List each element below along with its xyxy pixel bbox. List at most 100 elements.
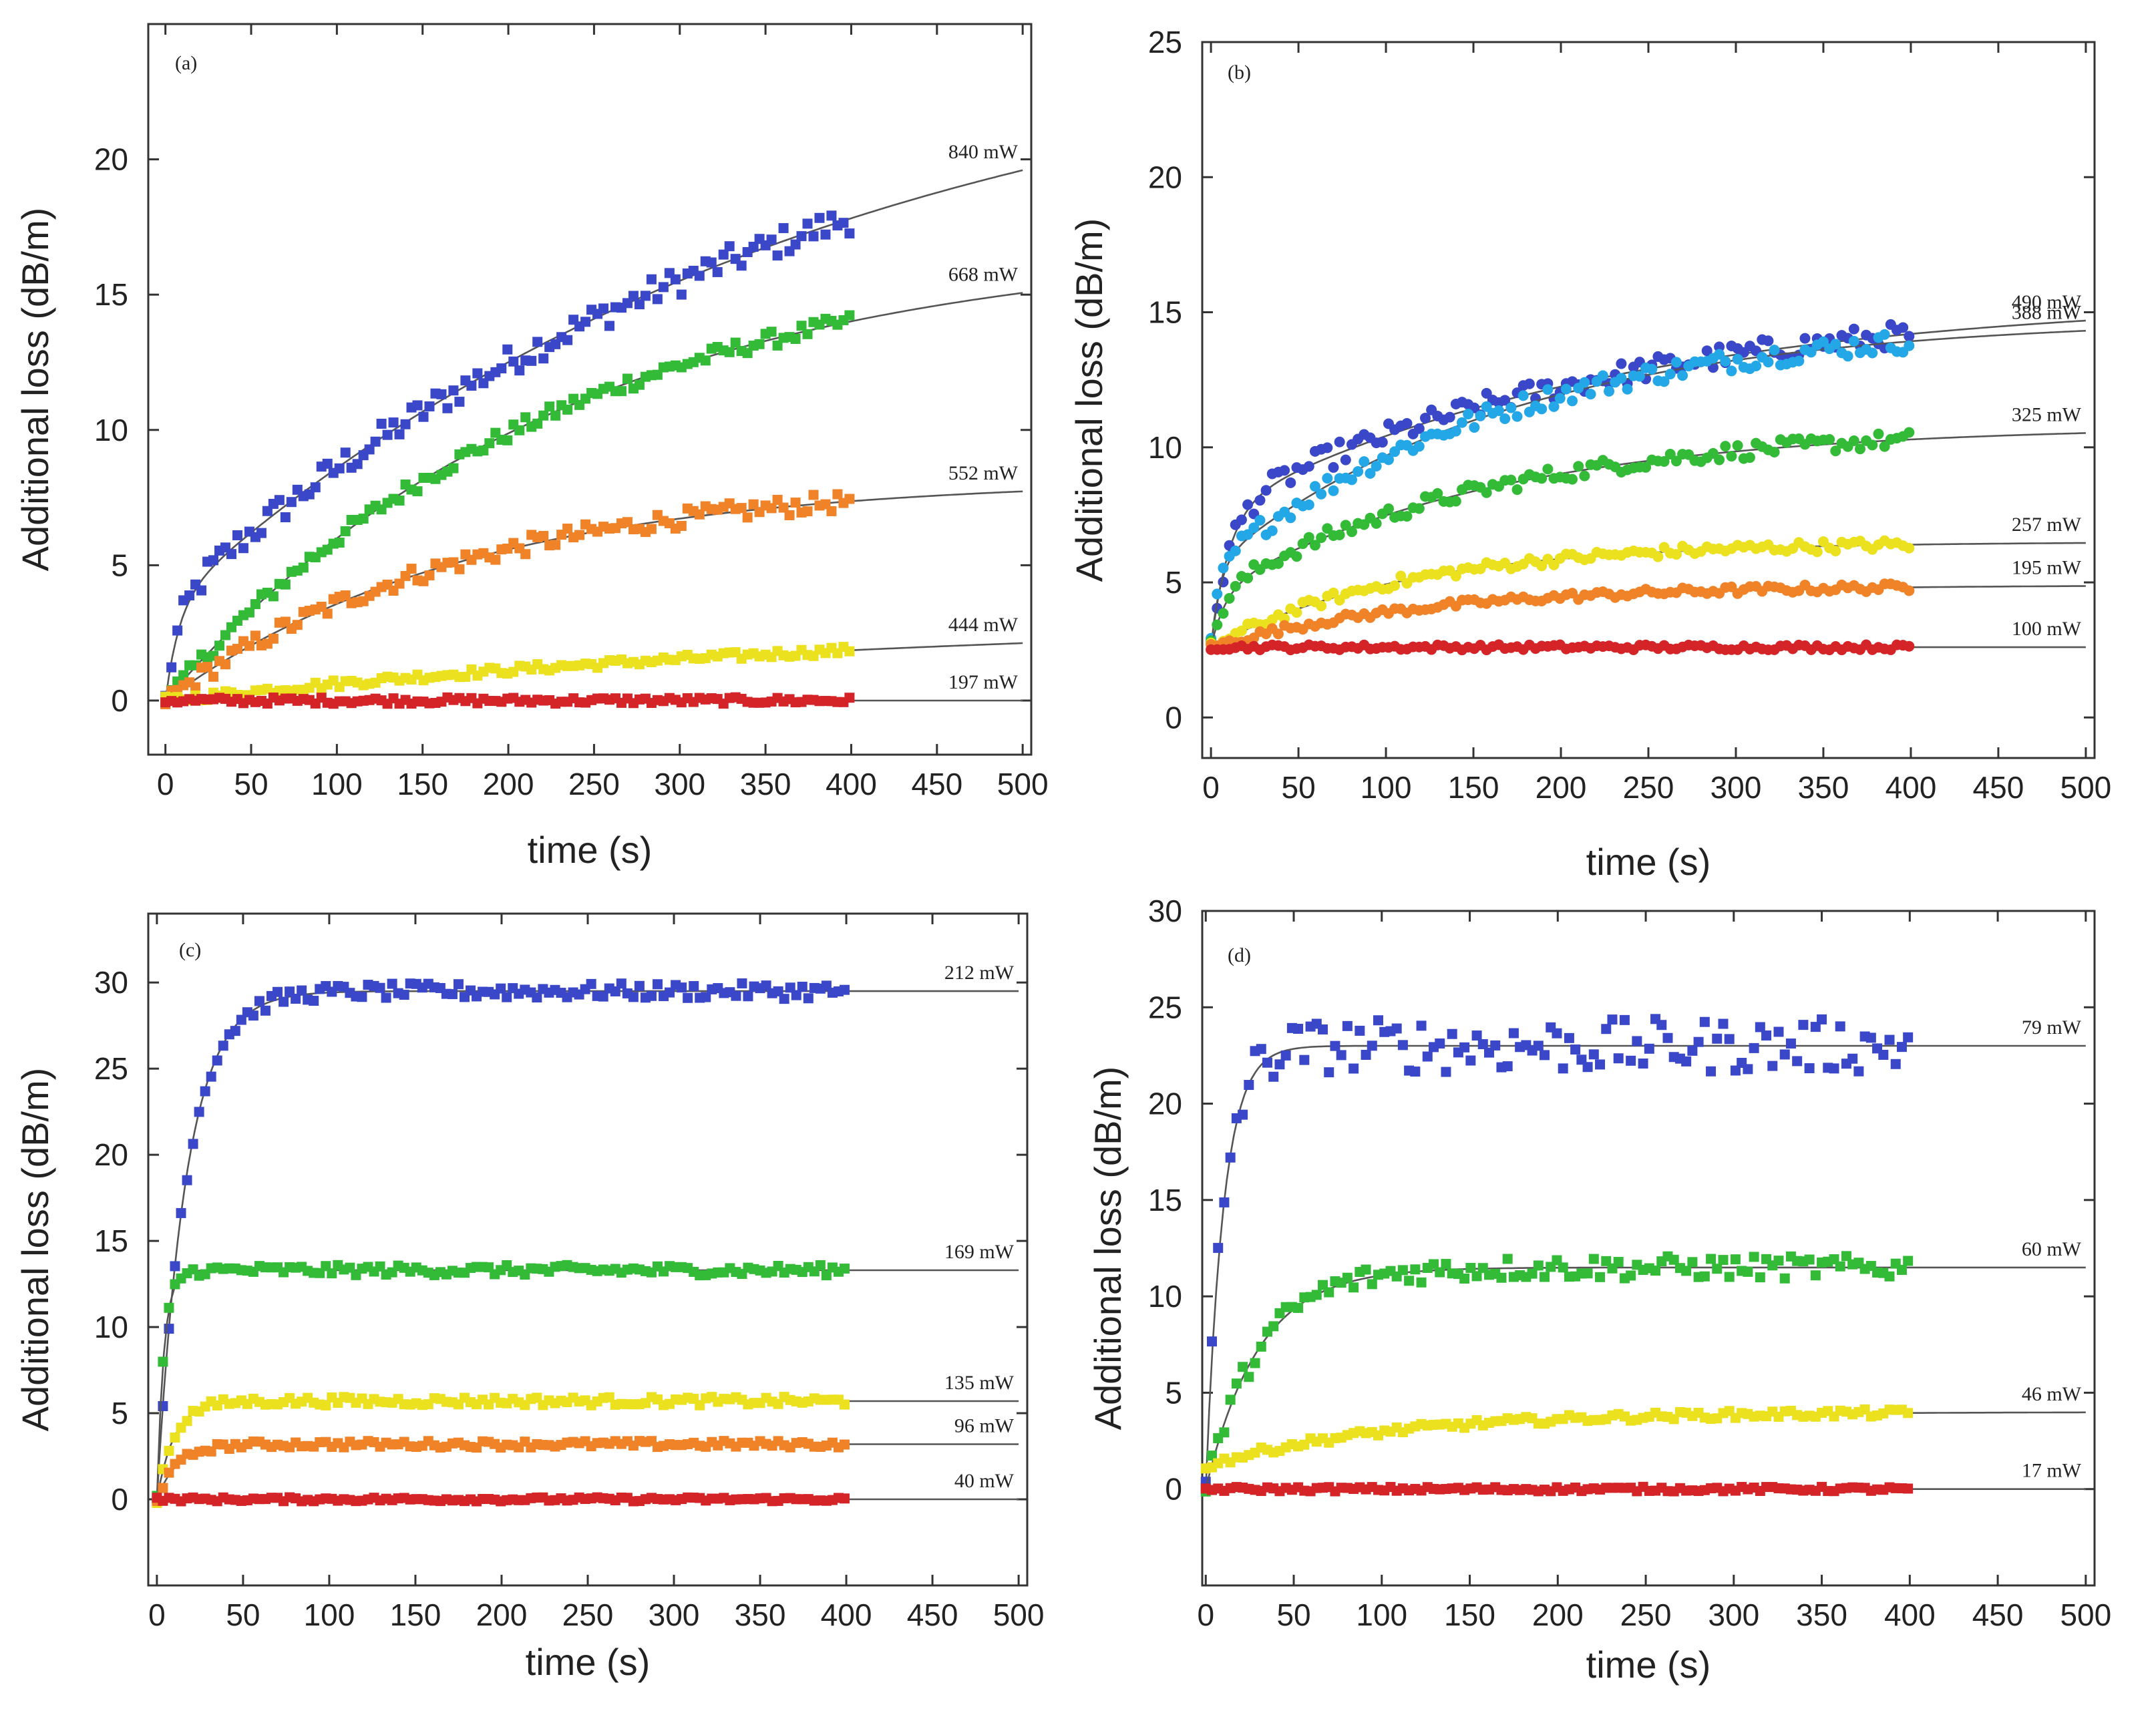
data-point (1401, 417, 1413, 429)
data-point (1622, 383, 1633, 395)
data-point (1422, 1051, 1433, 1062)
data-point (628, 992, 639, 1002)
x-tick-label: 200 (483, 767, 534, 801)
data-point (538, 353, 549, 364)
data-point (832, 489, 843, 500)
x-tick-label: 250 (1620, 1597, 1672, 1632)
data-point (652, 294, 663, 305)
data-point (1508, 1028, 1519, 1038)
data-point (802, 506, 813, 517)
data-point (616, 978, 626, 989)
data-point (1810, 1270, 1821, 1281)
data-point (1465, 1263, 1476, 1274)
data-point (520, 549, 531, 560)
data-point (778, 502, 789, 513)
x-tick-label: 50 (1281, 770, 1315, 805)
y-tick-label: 0 (1165, 1472, 1182, 1507)
data-point (677, 982, 687, 993)
data-point (1558, 1063, 1568, 1074)
data-point (490, 554, 501, 565)
data-point (1714, 454, 1725, 465)
data-point (1681, 1056, 1692, 1067)
data-point (1853, 1066, 1864, 1077)
data-point (796, 231, 807, 242)
series-label: 60 mW (2022, 1238, 2082, 1260)
data-point (436, 389, 447, 399)
data-point (496, 363, 507, 374)
data-point (1542, 384, 1554, 395)
data-point (1291, 551, 1302, 562)
data-point (1441, 1259, 1451, 1270)
x-tick-label: 350 (735, 1597, 786, 1632)
data-point (1475, 410, 1486, 421)
data-point (1585, 389, 1596, 400)
data-point (1662, 1032, 1673, 1043)
data-point (844, 310, 855, 321)
series-552-mw: 552 mW (160, 462, 1023, 709)
data-point (1640, 461, 1652, 473)
data-point (286, 497, 297, 508)
chart-panel-a: 0 50 100 150 200 250 300 350 400 450 500 0 5 10 15 20 ti… (14, 23, 1049, 871)
x-tick-label: 400 (821, 1597, 872, 1632)
data-point (358, 514, 369, 524)
series-label: 212 mW (944, 962, 1015, 984)
data-point (1699, 1271, 1710, 1282)
data-point (1896, 1042, 1907, 1053)
data-point (772, 494, 783, 505)
data-point (418, 411, 429, 422)
data-point (718, 249, 729, 260)
x-tick-label: 350 (1798, 770, 1849, 805)
x-tick-label: 300 (654, 767, 705, 801)
data-point (1769, 446, 1780, 457)
data-point (1242, 529, 1254, 540)
data-point (550, 410, 561, 421)
data-point (1465, 1055, 1476, 1066)
data-point (321, 1400, 331, 1410)
data-point (236, 1014, 246, 1025)
chart-panel-d: 0 50 100 150 200 250 300 350 400 450 500 0 5 10 15 20 25… (1087, 894, 2111, 1686)
data-point (1681, 1266, 1692, 1276)
data-point (1811, 546, 1823, 558)
data-point (1367, 1040, 1377, 1051)
data-point (538, 530, 549, 541)
data-point (1499, 413, 1511, 424)
data-point (484, 438, 495, 449)
data-point (164, 1445, 174, 1456)
data-point (790, 239, 801, 250)
data-point (1450, 570, 1461, 582)
data-point (520, 412, 531, 423)
data-point (1225, 1152, 1236, 1163)
data-point (1724, 1034, 1735, 1044)
data-point (340, 590, 351, 601)
data-point (248, 1010, 258, 1021)
data-point (1309, 540, 1320, 551)
panel-label: (a) (175, 52, 197, 74)
data-point (1230, 580, 1241, 592)
x-tick-label: 300 (649, 1597, 700, 1632)
data-point (1865, 1032, 1876, 1043)
data-point (1359, 456, 1370, 467)
data-point (803, 993, 814, 1004)
y-tick-label: 20 (94, 142, 128, 177)
data-point (1303, 461, 1314, 472)
data-point (1397, 1040, 1408, 1051)
series-label: 40 mW (954, 1470, 1015, 1492)
data-point (370, 436, 381, 447)
data-point (1743, 1266, 1753, 1277)
data-point (291, 993, 301, 1004)
x-tick-label: 50 (234, 767, 268, 801)
data-point (1401, 511, 1413, 522)
x-tick-label: 400 (1884, 1597, 1936, 1632)
data-point (1291, 607, 1302, 618)
series-label: 79 mW (2022, 1016, 2082, 1038)
data-point (1254, 515, 1266, 526)
data-point (1743, 1064, 1753, 1075)
data-point (268, 591, 279, 602)
data-point (1236, 514, 1247, 526)
data-point (1248, 522, 1260, 534)
y-tick-label: 10 (94, 413, 128, 447)
data-point (1435, 1267, 1445, 1278)
y-tick-label: 10 (1148, 430, 1182, 465)
data-point (1450, 496, 1461, 507)
data-point (1256, 1044, 1266, 1055)
